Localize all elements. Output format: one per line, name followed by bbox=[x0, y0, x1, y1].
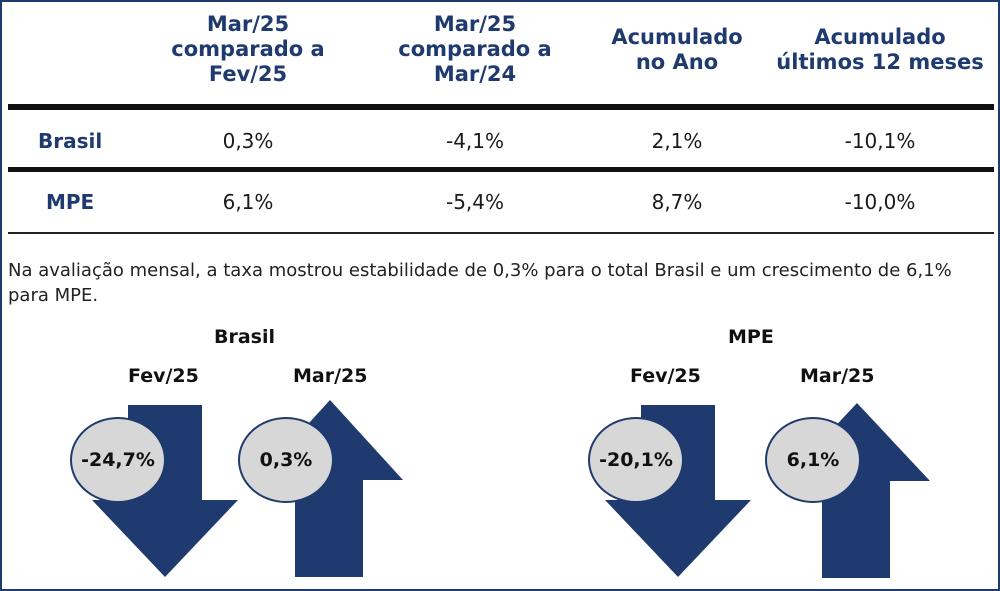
value-circle-brasil-mar: 0,3% bbox=[238, 417, 334, 503]
header-line: comparado a bbox=[398, 37, 552, 61]
header-line: Fev/25 bbox=[208, 62, 288, 86]
cell-mpe-ano: -5,4% bbox=[445, 190, 505, 214]
period-label: Mar/25 bbox=[800, 365, 875, 387]
row-label-mpe: MPE bbox=[46, 190, 95, 214]
header-acumulado-ano: Acumulado no Ano bbox=[592, 25, 762, 75]
value-circle-mpe-fev: -20,1% bbox=[588, 417, 684, 503]
header-line: últimos 12 meses bbox=[776, 50, 984, 74]
header-line: Mar/25 bbox=[433, 12, 517, 36]
row-label-brasil: Brasil bbox=[38, 129, 103, 153]
summary-paragraph: Na avaliação mensal, a taxa mostrou esta… bbox=[8, 260, 952, 306]
group-title-brasil: Brasil bbox=[214, 326, 276, 348]
value-circle-brasil-fev: -24,7% bbox=[70, 417, 166, 503]
header-line: no Ano bbox=[635, 50, 719, 74]
header-mar25-vs-mar24: Mar/25 comparado a Mar/24 bbox=[375, 12, 575, 87]
header-line: Mar/25 bbox=[206, 12, 290, 36]
cell-brasil-acum-ano: 2,1% bbox=[651, 129, 703, 153]
cell-mpe-acum-12m: -10,0% bbox=[844, 190, 916, 214]
period-label: Mar/25 bbox=[293, 365, 368, 387]
header-rule bbox=[8, 104, 994, 110]
header-line: Acumulado bbox=[611, 25, 743, 49]
row-rule bbox=[8, 167, 994, 172]
period-label: Fev/25 bbox=[128, 365, 199, 387]
table-bottom-rule bbox=[8, 232, 994, 234]
header-line: comparado a bbox=[171, 37, 325, 61]
header-acumulado-12-meses: Acumulado últimos 12 meses bbox=[770, 25, 990, 75]
group-title-mpe: MPE bbox=[728, 326, 774, 348]
cell-mpe-mes: 6,1% bbox=[222, 190, 274, 214]
cell-brasil-acum-12m: -10,1% bbox=[844, 129, 916, 153]
cell-brasil-ano: -4,1% bbox=[445, 129, 505, 153]
header-mar25-vs-fev25: Mar/25 comparado a Fev/25 bbox=[148, 12, 348, 87]
header-line: Mar/24 bbox=[433, 62, 517, 86]
header-line: Acumulado bbox=[814, 25, 946, 49]
cell-brasil-mes: 0,3% bbox=[222, 129, 274, 153]
value-circle-mpe-mar: 6,1% bbox=[765, 417, 861, 503]
cell-mpe-acum-ano: 8,7% bbox=[651, 190, 703, 214]
period-label: Fev/25 bbox=[630, 365, 701, 387]
